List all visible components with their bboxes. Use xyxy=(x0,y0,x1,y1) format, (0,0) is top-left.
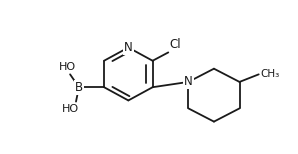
Text: N: N xyxy=(184,75,193,88)
Text: CH₃: CH₃ xyxy=(260,69,280,79)
Text: Cl: Cl xyxy=(170,38,181,51)
Text: N: N xyxy=(124,41,133,54)
Text: HO: HO xyxy=(61,104,79,114)
Text: HO: HO xyxy=(59,62,76,72)
Text: B: B xyxy=(75,81,83,94)
